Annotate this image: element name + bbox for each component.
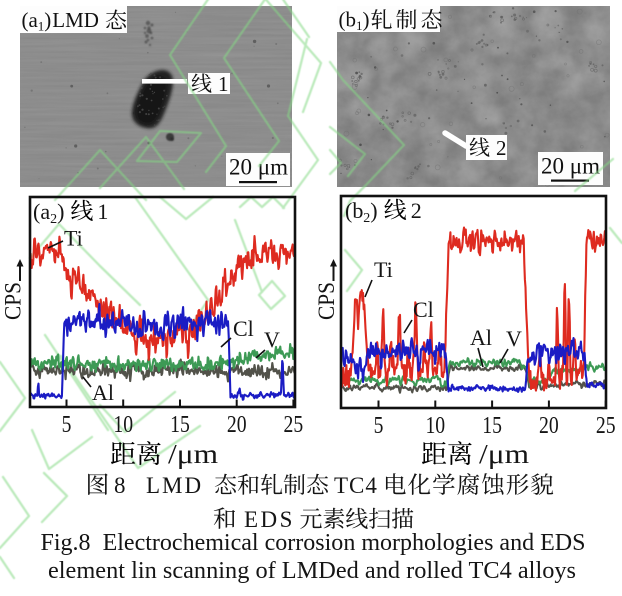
svg-text:15: 15: [170, 412, 190, 438]
svg-text:5: 5: [62, 412, 72, 438]
svg-text:1: 1: [38, 19, 45, 34]
svg-text:V: V: [264, 327, 280, 352]
svg-text:Ti: Ti: [374, 257, 393, 282]
svg-text:LMD: LMD: [52, 8, 99, 32]
svg-text:LMD: LMD: [146, 473, 203, 498]
svg-text:CPS: CPS: [1, 282, 26, 320]
svg-text:Fig.8 Electrochemical corrosi: Fig.8 Electrochemical corrosion morpholo…: [41, 530, 586, 556]
svg-text:1: 1: [218, 72, 229, 96]
svg-text:/μm: /μm: [168, 439, 218, 469]
svg-text:25: 25: [284, 412, 304, 438]
svg-text:EDS: EDS: [244, 507, 295, 532]
svg-text:CPS: CPS: [314, 282, 339, 320]
svg-text:1: 1: [356, 18, 363, 33]
svg-text:Al: Al: [470, 325, 492, 350]
svg-text:20: 20: [227, 412, 247, 438]
svg-text:Cl: Cl: [413, 297, 434, 322]
svg-text:): ): [370, 198, 377, 223]
svg-text:): ): [57, 199, 64, 224]
svg-text:Al: Al: [92, 380, 114, 405]
svg-text:): ): [44, 8, 51, 32]
svg-text:15: 15: [482, 413, 502, 439]
svg-text:2: 2: [363, 211, 370, 226]
svg-text:20 μm: 20 μm: [541, 154, 600, 179]
svg-text:): ): [363, 8, 370, 32]
svg-text:2: 2: [496, 136, 507, 160]
svg-text:(b: (b: [345, 198, 363, 223]
svg-text:1: 1: [97, 199, 108, 224]
svg-text:(a: (a: [33, 199, 50, 224]
svg-text:20: 20: [539, 413, 559, 439]
svg-text:10: 10: [425, 413, 445, 439]
svg-text:TC4: TC4: [334, 473, 378, 498]
svg-text:2: 2: [50, 212, 57, 227]
svg-text:/μm: /μm: [479, 439, 529, 469]
svg-text:element lin scanning of LMDed: element lin scanning of LMDed and rolled…: [48, 558, 576, 584]
svg-text:Cl: Cl: [233, 316, 254, 341]
svg-text:25: 25: [596, 413, 616, 439]
svg-text:2: 2: [411, 198, 422, 223]
svg-text:(a: (a: [22, 8, 39, 32]
svg-text:5: 5: [374, 413, 384, 439]
svg-text:(b: (b: [339, 8, 357, 32]
svg-text:8: 8: [114, 473, 126, 498]
svg-text:V: V: [506, 326, 522, 351]
svg-text:Ti: Ti: [64, 226, 83, 251]
svg-text:10: 10: [113, 412, 133, 438]
